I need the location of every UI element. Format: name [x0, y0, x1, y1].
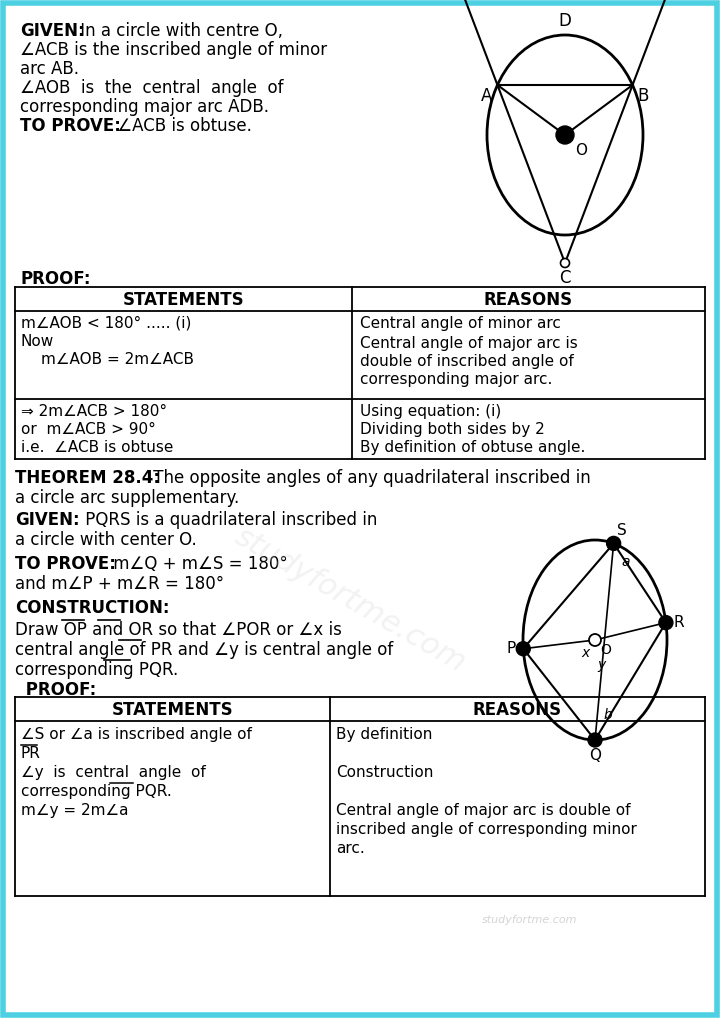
Text: O: O	[600, 643, 611, 657]
Text: Construction: Construction	[336, 765, 433, 780]
Text: Now: Now	[21, 334, 54, 349]
Text: Dividing both sides by 2: Dividing both sides by 2	[360, 422, 545, 437]
Text: Q: Q	[589, 748, 601, 764]
Text: PQRS is a quadrilateral inscribed in: PQRS is a quadrilateral inscribed in	[80, 511, 377, 529]
Text: R: R	[674, 615, 685, 630]
Text: x: x	[582, 646, 590, 660]
Text: P: P	[506, 641, 516, 657]
Text: STATEMENTS: STATEMENTS	[112, 701, 233, 719]
Circle shape	[560, 259, 570, 268]
Text: and m∠P + m∠R = 180°: and m∠P + m∠R = 180°	[15, 575, 224, 593]
Text: CONSTRUCTION:: CONSTRUCTION:	[15, 599, 169, 617]
Circle shape	[556, 126, 574, 144]
Text: B: B	[637, 87, 649, 105]
Circle shape	[659, 616, 673, 630]
Text: In a circle with centre O,: In a circle with centre O,	[75, 22, 283, 40]
Text: STATEMENTS: STATEMENTS	[122, 291, 244, 309]
Text: studyfortme.com: studyfortme.com	[230, 522, 471, 678]
Text: studyfortme.com: studyfortme.com	[482, 915, 577, 925]
Text: y: y	[597, 658, 606, 672]
Text: a: a	[621, 556, 630, 569]
Text: ∠S or ∠a is inscribed angle of: ∠S or ∠a is inscribed angle of	[21, 727, 252, 742]
Text: The opposite angles of any quadrilateral inscribed in: The opposite angles of any quadrilateral…	[148, 469, 590, 487]
Text: arc AB.: arc AB.	[20, 60, 79, 78]
Text: GIVEN:: GIVEN:	[15, 511, 80, 529]
Text: a circle arc supplementary.: a circle arc supplementary.	[15, 489, 239, 507]
Text: C: C	[559, 269, 571, 287]
Text: Central angle of major arc is double of: Central angle of major arc is double of	[336, 803, 631, 818]
Text: GIVEN:: GIVEN:	[20, 22, 85, 40]
Text: THEOREM 28.4:: THEOREM 28.4:	[15, 469, 160, 487]
Text: PR: PR	[21, 746, 41, 761]
Circle shape	[588, 733, 602, 747]
Text: ∠y  is  central  angle  of: ∠y is central angle of	[21, 765, 206, 780]
Text: central angle of PR and ∠y is central angle of: central angle of PR and ∠y is central an…	[15, 641, 393, 659]
Text: PROOF:: PROOF:	[20, 270, 91, 288]
Text: arc.: arc.	[336, 841, 365, 856]
Text: b: b	[603, 708, 612, 722]
Text: By definition of obtuse angle.: By definition of obtuse angle.	[360, 440, 585, 455]
Text: Using equation: (i): Using equation: (i)	[360, 404, 501, 419]
Text: m∠AOB = 2m∠ACB: m∠AOB = 2m∠ACB	[41, 352, 194, 367]
Text: S: S	[616, 523, 626, 539]
Text: Central angle of major arc is: Central angle of major arc is	[360, 336, 577, 351]
Text: m∠y = 2m∠a: m∠y = 2m∠a	[21, 803, 128, 818]
Text: i.e.  ∠ACB is obtuse: i.e. ∠ACB is obtuse	[21, 440, 174, 455]
Text: A: A	[481, 87, 492, 105]
Text: By definition: By definition	[336, 727, 433, 742]
Text: Central angle of minor arc: Central angle of minor arc	[360, 316, 561, 331]
Text: inscribed angle of corresponding minor: inscribed angle of corresponding minor	[336, 822, 637, 837]
Text: corresponding PQR.: corresponding PQR.	[15, 661, 179, 679]
Circle shape	[516, 641, 530, 656]
Text: Draw OP and OR so that ∠POR or ∠x is: Draw OP and OR so that ∠POR or ∠x is	[15, 621, 342, 639]
Text: ⇒ 2m∠ACB > 180°: ⇒ 2m∠ACB > 180°	[21, 404, 167, 419]
Text: double of inscribed angle of: double of inscribed angle of	[360, 354, 574, 369]
Text: corresponding major arc ADB.: corresponding major arc ADB.	[20, 98, 269, 116]
Text: ∠ACB is obtuse.: ∠ACB is obtuse.	[112, 117, 252, 135]
Text: PROOF:: PROOF:	[20, 681, 96, 699]
Text: a circle with center O.: a circle with center O.	[15, 531, 197, 549]
Text: ∠AOB  is  the  central  angle  of: ∠AOB is the central angle of	[20, 79, 284, 97]
Text: TO PROVE:: TO PROVE:	[20, 117, 121, 135]
Text: corresponding PQR.: corresponding PQR.	[21, 784, 172, 799]
Circle shape	[589, 634, 601, 646]
Text: REASONS: REASONS	[484, 291, 573, 309]
Text: ∠ACB is the inscribed angle of minor: ∠ACB is the inscribed angle of minor	[20, 41, 327, 59]
Text: TO PROVE:: TO PROVE:	[15, 555, 116, 573]
Text: corresponding major arc.: corresponding major arc.	[360, 372, 552, 387]
Text: m∠AOB < 180° ..... (i): m∠AOB < 180° ..... (i)	[21, 316, 192, 331]
Text: m∠Q + m∠S = 180°: m∠Q + m∠S = 180°	[108, 555, 288, 573]
Text: or  m∠ACB > 90°: or m∠ACB > 90°	[21, 422, 156, 437]
Text: O: O	[575, 143, 587, 158]
Text: REASONS: REASONS	[473, 701, 562, 719]
Text: D: D	[559, 12, 572, 30]
Circle shape	[607, 536, 621, 551]
